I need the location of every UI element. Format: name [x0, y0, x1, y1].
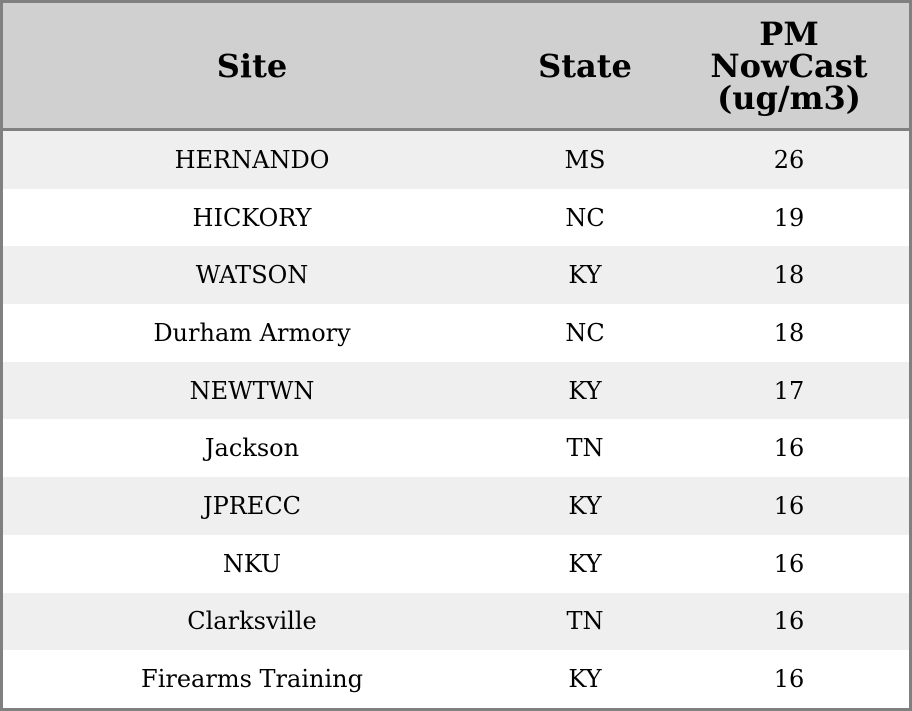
- cell-site: Durham Armory: [153, 318, 351, 347]
- cell-state: TN: [566, 434, 604, 463]
- cell-pm: 16: [669, 592, 909, 651]
- table-row: NKU KY 16: [3, 535, 909, 593]
- cell-pm: 18: [773, 318, 805, 347]
- header-pm-line2: NowCast: [710, 46, 868, 85]
- table-row: HERNANDO MS 26: [3, 129, 909, 189]
- table-row: Durham Armory NC 18: [3, 304, 909, 362]
- cell-state: KY: [501, 361, 669, 420]
- cell-pm: 16: [773, 665, 805, 694]
- table-row: NEWTWN KY 17: [3, 361, 909, 420]
- header-pm-line1: PM: [759, 14, 819, 53]
- cell-state: TN: [501, 592, 669, 651]
- cell-site: HERNANDO: [3, 129, 501, 189]
- cell-pm: 17: [669, 361, 909, 420]
- cell-pm: 16: [773, 549, 805, 578]
- header-row: Site State PM NowCast (ug/m3): [3, 3, 909, 131]
- cell-site: Jackson: [204, 434, 300, 463]
- cell-pm: 26: [669, 129, 909, 189]
- cell-site: Clarksville: [3, 592, 501, 651]
- cell-state: KY: [501, 477, 669, 535]
- table-row: Clarksville TN 16: [3, 592, 909, 651]
- cell-state: KY: [568, 549, 602, 578]
- cell-pm: 16: [773, 434, 805, 463]
- header-state: State: [501, 3, 669, 131]
- cell-pm: 18: [669, 246, 909, 305]
- cell-site: WATSON: [3, 246, 501, 305]
- cell-state: NC: [565, 203, 605, 232]
- cell-state: KY: [501, 246, 669, 305]
- cell-site: HICKORY: [192, 203, 312, 232]
- cell-pm: 19: [773, 203, 805, 232]
- cell-state: KY: [568, 665, 602, 694]
- pm-nowcast-table: Site State PM NowCast (ug/m3) HERNANDO MS…: [3, 3, 909, 708]
- table-row: Firearms Training KY 16: [3, 650, 909, 708]
- table-row: WATSON KY 18: [3, 246, 909, 305]
- cell-site: Firearms Training: [141, 665, 363, 694]
- cell-site: JPRECC: [3, 477, 501, 535]
- cell-state: NC: [565, 318, 605, 347]
- table-row: JPRECC KY 16: [3, 477, 909, 535]
- cell-site: NEWTWN: [3, 361, 501, 420]
- table-row: Jackson TN 16: [3, 419, 909, 477]
- cell-site: NKU: [222, 549, 282, 578]
- header-pm-nowcast: PM NowCast (ug/m3): [669, 3, 909, 131]
- header-pm-line3: (ug/m3): [717, 78, 861, 117]
- cell-pm: 16: [669, 477, 909, 535]
- header-site: Site: [3, 3, 501, 131]
- table-row: HICKORY NC 19: [3, 189, 909, 247]
- cell-state: MS: [501, 129, 669, 189]
